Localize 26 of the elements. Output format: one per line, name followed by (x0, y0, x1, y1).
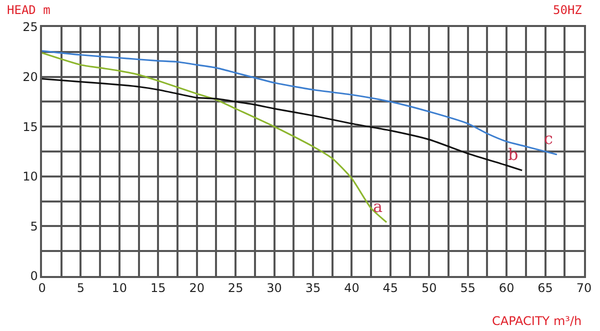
x-tick-label: 20 (189, 281, 204, 296)
x-axis-title: CAPACITY m³/h (492, 314, 582, 328)
x-tick-label: 10 (112, 281, 128, 296)
y-tick-label: 20 (22, 70, 38, 84)
x-tick-label: 65 (538, 281, 553, 296)
text: 50HZ (553, 3, 582, 17)
y-tick-label: 15 (22, 120, 38, 134)
x-tick-label: 60 (498, 281, 514, 296)
x-tick-label: 50 (422, 281, 437, 296)
y-tick-label: 0 (30, 269, 38, 284)
y-axis-title: HEAD m (7, 3, 50, 17)
line-series (42, 52, 388, 224)
x-tick-label: 55 (460, 281, 476, 296)
x-tick-label: 45 (382, 281, 398, 296)
x-tick-label: 35 (305, 281, 321, 296)
y-tick-label: 5 (30, 219, 38, 234)
series-label: a (373, 197, 383, 216)
x-tick-label: 40 (344, 281, 360, 296)
x-tick-label: 5 (76, 281, 85, 296)
x-tick-label: 15 (150, 281, 166, 296)
y-tick-label: 10 (22, 170, 38, 184)
line-series (42, 78, 523, 172)
x-tick-label: 70 (576, 281, 592, 296)
x-tick-label: 25 (228, 281, 244, 296)
x-tick-label: 30 (266, 281, 282, 296)
y-tick-label: 25 (22, 20, 38, 34)
